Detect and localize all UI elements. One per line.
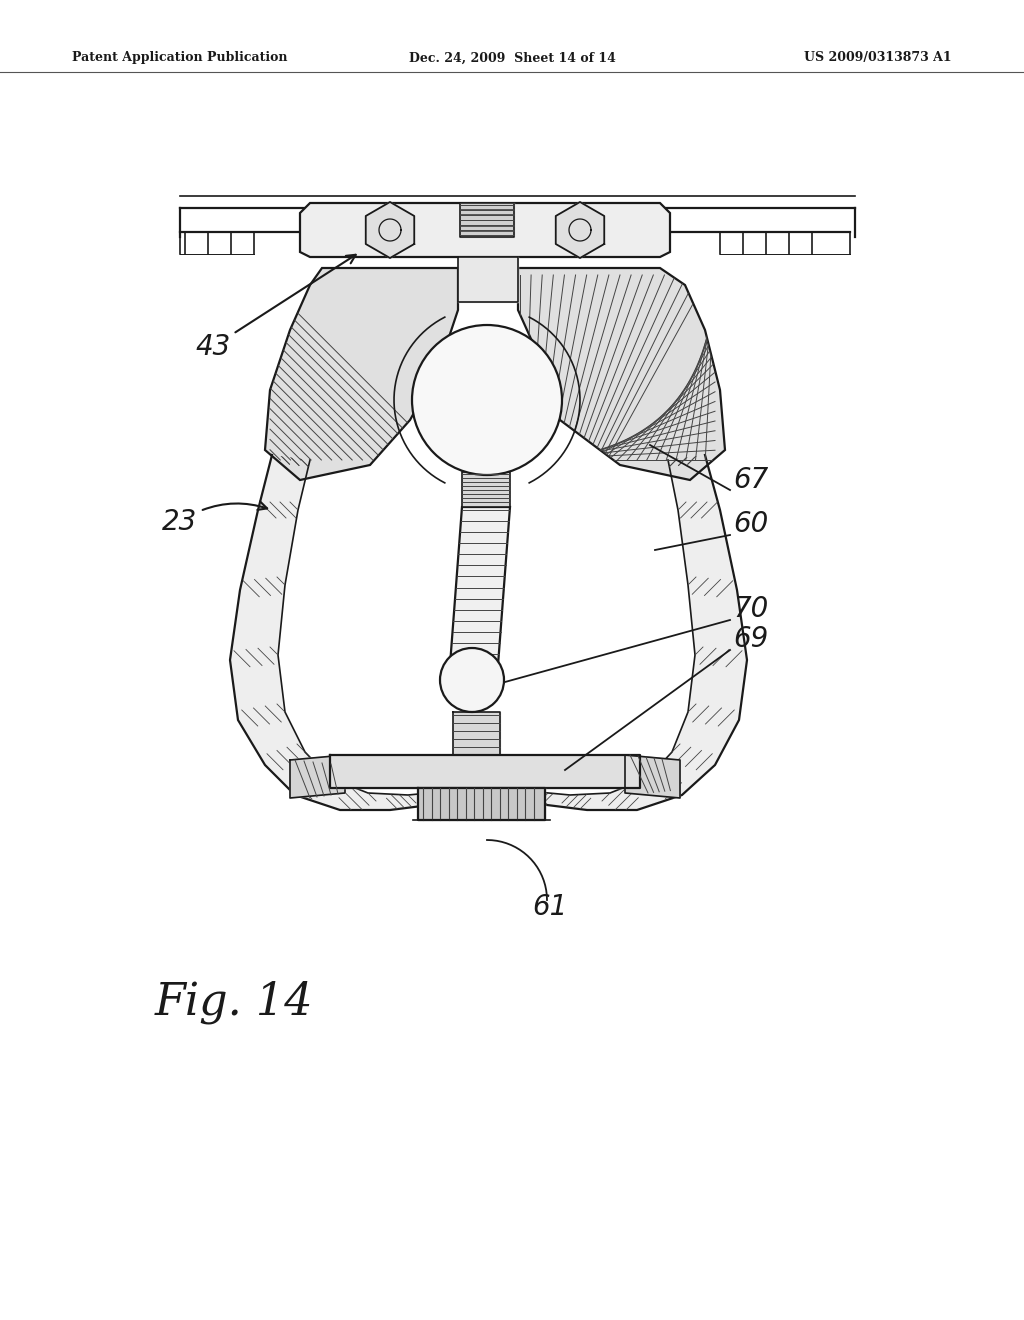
Polygon shape — [458, 257, 518, 302]
Text: Dec. 24, 2009  Sheet 14 of 14: Dec. 24, 2009 Sheet 14 of 14 — [409, 51, 615, 65]
Text: 69: 69 — [733, 624, 768, 653]
Text: US 2009/0313873 A1: US 2009/0313873 A1 — [805, 51, 952, 65]
Polygon shape — [230, 455, 462, 810]
Text: 61: 61 — [532, 894, 567, 921]
Text: 70: 70 — [733, 595, 768, 623]
Polygon shape — [556, 202, 604, 257]
Polygon shape — [366, 202, 415, 257]
Polygon shape — [265, 268, 458, 480]
Polygon shape — [418, 788, 545, 820]
Polygon shape — [625, 755, 680, 799]
Polygon shape — [518, 268, 725, 480]
Polygon shape — [462, 473, 510, 507]
Circle shape — [412, 325, 562, 475]
Text: 67: 67 — [733, 466, 768, 494]
Polygon shape — [450, 507, 510, 665]
Text: Fig. 14: Fig. 14 — [155, 979, 313, 1023]
Polygon shape — [300, 203, 670, 257]
Text: Patent Application Publication: Patent Application Publication — [72, 51, 288, 65]
Circle shape — [440, 648, 504, 711]
Polygon shape — [330, 755, 640, 788]
Text: 43: 43 — [195, 255, 355, 360]
Polygon shape — [453, 711, 500, 755]
Polygon shape — [460, 203, 514, 238]
Text: 60: 60 — [733, 510, 768, 539]
Polygon shape — [290, 755, 345, 799]
Text: 23: 23 — [162, 502, 267, 536]
Polygon shape — [515, 455, 746, 810]
